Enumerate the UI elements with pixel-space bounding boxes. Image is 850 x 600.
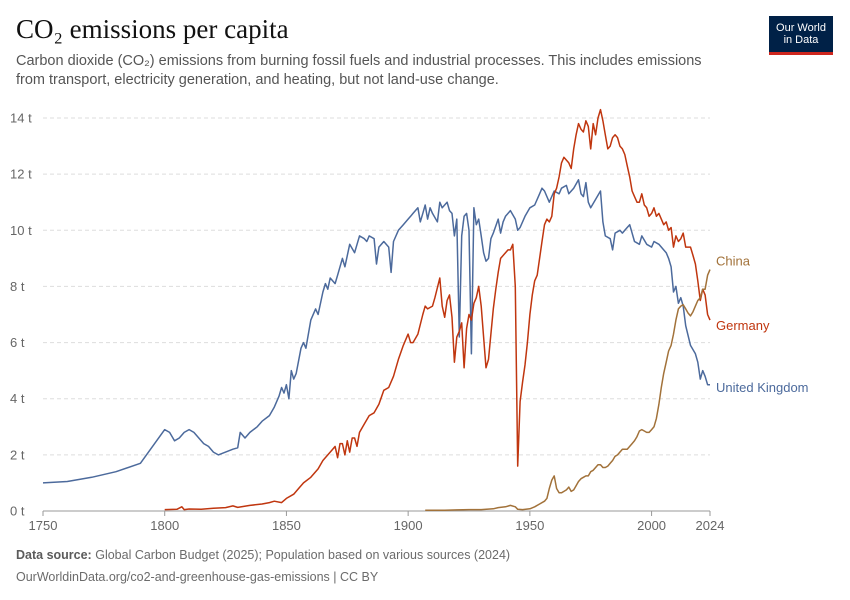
data-source-label: Data source: (16, 548, 92, 562)
series-line-united-kingdom[interactable] (42, 179, 710, 484)
owid-logo[interactable]: Our World in Data (769, 16, 833, 55)
series-label-germany[interactable]: Germany (716, 318, 770, 333)
x-tick-label: 1850 (272, 518, 301, 533)
x-tick-label: 1750 (29, 518, 58, 533)
data-source-text: Global Carbon Budget (2025); Population … (95, 548, 511, 562)
x-tick-label: 1800 (150, 518, 179, 533)
y-tick-label: 8 t (10, 279, 25, 294)
y-tick-label: 12 t (10, 167, 32, 182)
series-label-united-kingdom[interactable]: United Kingdom (716, 380, 809, 395)
y-tick-label: 10 t (10, 223, 32, 238)
series-label-china[interactable]: China (716, 254, 751, 269)
x-tick-label: 2024 (696, 518, 725, 533)
x-tick-label: 1950 (515, 518, 544, 533)
grid-lines (43, 117, 710, 456)
source-url[interactable]: OurWorldinData.org/co2-and-greenhouse-ga… (16, 570, 379, 584)
y-tick-label: 6 t (10, 335, 25, 350)
x-tick-label: 2000 (637, 518, 666, 533)
axes: 0 t 2 t 4 t 6 t 8 t 10 t 12 t 14 t 1750 1800 1850 1… (10, 111, 724, 534)
data-source: Data source: Global Carbon Budget (2025)… (16, 548, 510, 562)
series-line-germany[interactable] (164, 108, 711, 511)
y-tick-label: 14 t (10, 111, 32, 126)
logo-line-1: Our World (776, 22, 826, 34)
chart-title: CO₂ emissions per capita (16, 14, 289, 44)
y-tick-label: 4 t (10, 391, 25, 406)
chart-subtitle: Carbon dioxide (CO₂) emissions from burn… (16, 53, 702, 88)
series-line-china[interactable] (425, 269, 711, 511)
series-lines (42, 108, 711, 511)
line-chart: 0 t 2 t 4 t 6 t 8 t 10 t 12 t 14 t 1750 1800 1850 1… (10, 108, 809, 534)
y-tick-label: 2 t (10, 447, 25, 462)
logo-line-2: in Data (783, 34, 819, 46)
y-tick-label: 0 t (10, 504, 25, 519)
x-tick-label: 1900 (394, 518, 423, 533)
series-labels: United Kingdom Germany China (716, 254, 809, 395)
